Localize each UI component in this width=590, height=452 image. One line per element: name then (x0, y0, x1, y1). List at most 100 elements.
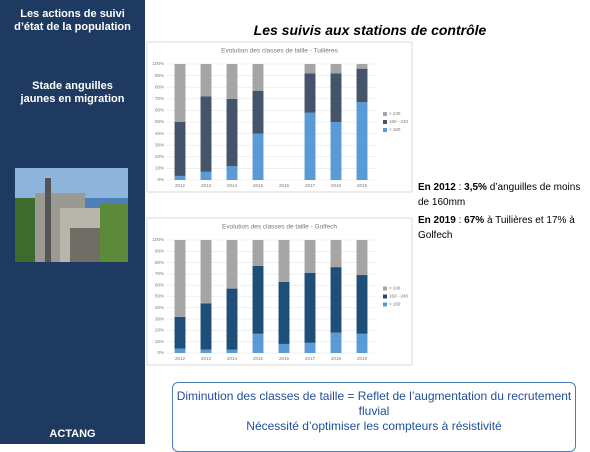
legend-swatch (383, 128, 387, 132)
y-tick-label: 80% (155, 84, 164, 89)
bar-segment (331, 122, 342, 180)
x-tick-label: 2017 (305, 356, 316, 361)
x-tick-label: 2018 (331, 183, 342, 188)
legend-swatch (383, 287, 387, 291)
y-tick-label: 90% (155, 248, 164, 253)
conclusion-line: Diminution des classes de taille = Refle… (173, 389, 575, 419)
y-tick-label: 40% (155, 305, 164, 310)
y-tick-label: 90% (155, 73, 164, 78)
note-run: : (456, 215, 464, 226)
legend-label: > 240 (389, 111, 401, 116)
y-tick-label: 10% (155, 339, 164, 344)
conclusion-line: Nécessité d’optimiser les compteurs à ré… (173, 419, 575, 434)
bar-segment (305, 73, 316, 112)
bar-segment (279, 240, 290, 282)
legend-label: < 160 (389, 302, 401, 307)
bar-segment (357, 240, 368, 275)
bar-segment (357, 69, 368, 103)
legend-swatch (383, 295, 387, 299)
bar-segment (253, 134, 264, 180)
bar-segment (331, 64, 342, 73)
y-tick-label: 70% (155, 96, 164, 101)
bar-segment (227, 289, 238, 350)
x-tick-label: 2019 (357, 356, 368, 361)
y-tick-label: 80% (155, 260, 164, 265)
x-tick-label: 2019 (357, 183, 368, 188)
bar-segment (357, 64, 368, 69)
bar-segment (201, 303, 212, 349)
bar-segment (331, 73, 342, 122)
legend-label: > 240 (389, 286, 401, 291)
note: En 2019 : 67% à Tuilières et 17% à Golfe… (418, 213, 586, 243)
bar-segment (253, 334, 264, 353)
x-tick-label: 2013 (201, 183, 212, 188)
bar-segment (331, 240, 342, 267)
bar-segment (175, 122, 186, 176)
bar-segment (175, 240, 186, 317)
chart-title: Evolution des classes de taille - Tuiliè… (221, 48, 338, 55)
y-tick-label: 20% (155, 154, 164, 159)
x-tick-label: 2012 (175, 183, 186, 188)
bar-segment (357, 102, 368, 180)
x-tick-label: 2015 (253, 183, 264, 188)
bar-segment (305, 273, 316, 343)
page: html, body { margin: 0; padding: 0; } bo… (0, 0, 590, 444)
legend-label: 160 - 240 (389, 294, 409, 299)
bar-segment (201, 64, 212, 96)
y-tick-label: 50% (155, 294, 164, 299)
bar-segment (201, 172, 212, 180)
legend-swatch (383, 120, 387, 124)
bar-segment (253, 240, 264, 266)
bar-segment (253, 91, 264, 134)
y-tick-label: 40% (155, 131, 164, 136)
x-tick-label: 2014 (227, 356, 238, 361)
note-run: En 2012 (418, 182, 456, 193)
y-tick-label: 70% (155, 271, 164, 276)
bar-segment (305, 64, 316, 73)
y-tick-label: 60% (155, 108, 164, 113)
bar-segment (305, 343, 316, 353)
notes: En 2012 : 3,5% d’anguilles de moins de 1… (418, 180, 586, 246)
x-tick-label: 2013 (201, 356, 212, 361)
y-tick-label: 100% (152, 237, 164, 242)
y-tick-label: 100% (152, 61, 164, 66)
y-tick-label: 60% (155, 282, 164, 287)
y-tick-label: 10% (155, 166, 164, 171)
y-tick-label: 30% (155, 142, 164, 147)
x-tick-label: 2018 (331, 356, 342, 361)
x-tick-label: 2017 (305, 183, 316, 188)
bar-segment (357, 334, 368, 353)
legend-swatch (383, 303, 387, 307)
legend-label: < 160 (389, 127, 401, 132)
slide: {"sidebar": {"title": "Les actions de su… (0, 0, 590, 444)
legend-label: 160 - 240 (389, 119, 409, 124)
y-tick-label: 0% (157, 177, 164, 182)
y-tick-label: 30% (155, 316, 164, 321)
bar-segment (175, 176, 186, 180)
x-tick-label: 2016 (279, 356, 290, 361)
chart-title: Evolution des classes de taille - Golfec… (222, 224, 337, 231)
bar-segment (201, 240, 212, 303)
bar-segment (201, 350, 212, 353)
sidebar-footer: ACTANG (0, 428, 145, 441)
bar-segment (201, 96, 212, 171)
bar-segment (357, 275, 368, 334)
x-tick-label: 2014 (227, 183, 238, 188)
bar-segment (331, 333, 342, 353)
bar-segment (227, 350, 238, 353)
note-run: 67% (464, 215, 484, 226)
bar-segment (331, 267, 342, 333)
bar-segment (305, 113, 316, 180)
bar-segment (175, 64, 186, 122)
bar-segment (279, 282, 290, 344)
x-tick-label: 2012 (175, 356, 186, 361)
y-tick-label: 50% (155, 119, 164, 124)
bar-segment (227, 166, 238, 180)
bar-segment (253, 266, 264, 334)
bar-segment (175, 348, 186, 353)
bar-segment (227, 99, 238, 166)
bar-segment (279, 344, 290, 353)
bar-segment (227, 240, 238, 289)
note: En 2012 : 3,5% d’anguilles de moins de 1… (418, 180, 586, 210)
x-tick-label: 2015 (253, 356, 264, 361)
